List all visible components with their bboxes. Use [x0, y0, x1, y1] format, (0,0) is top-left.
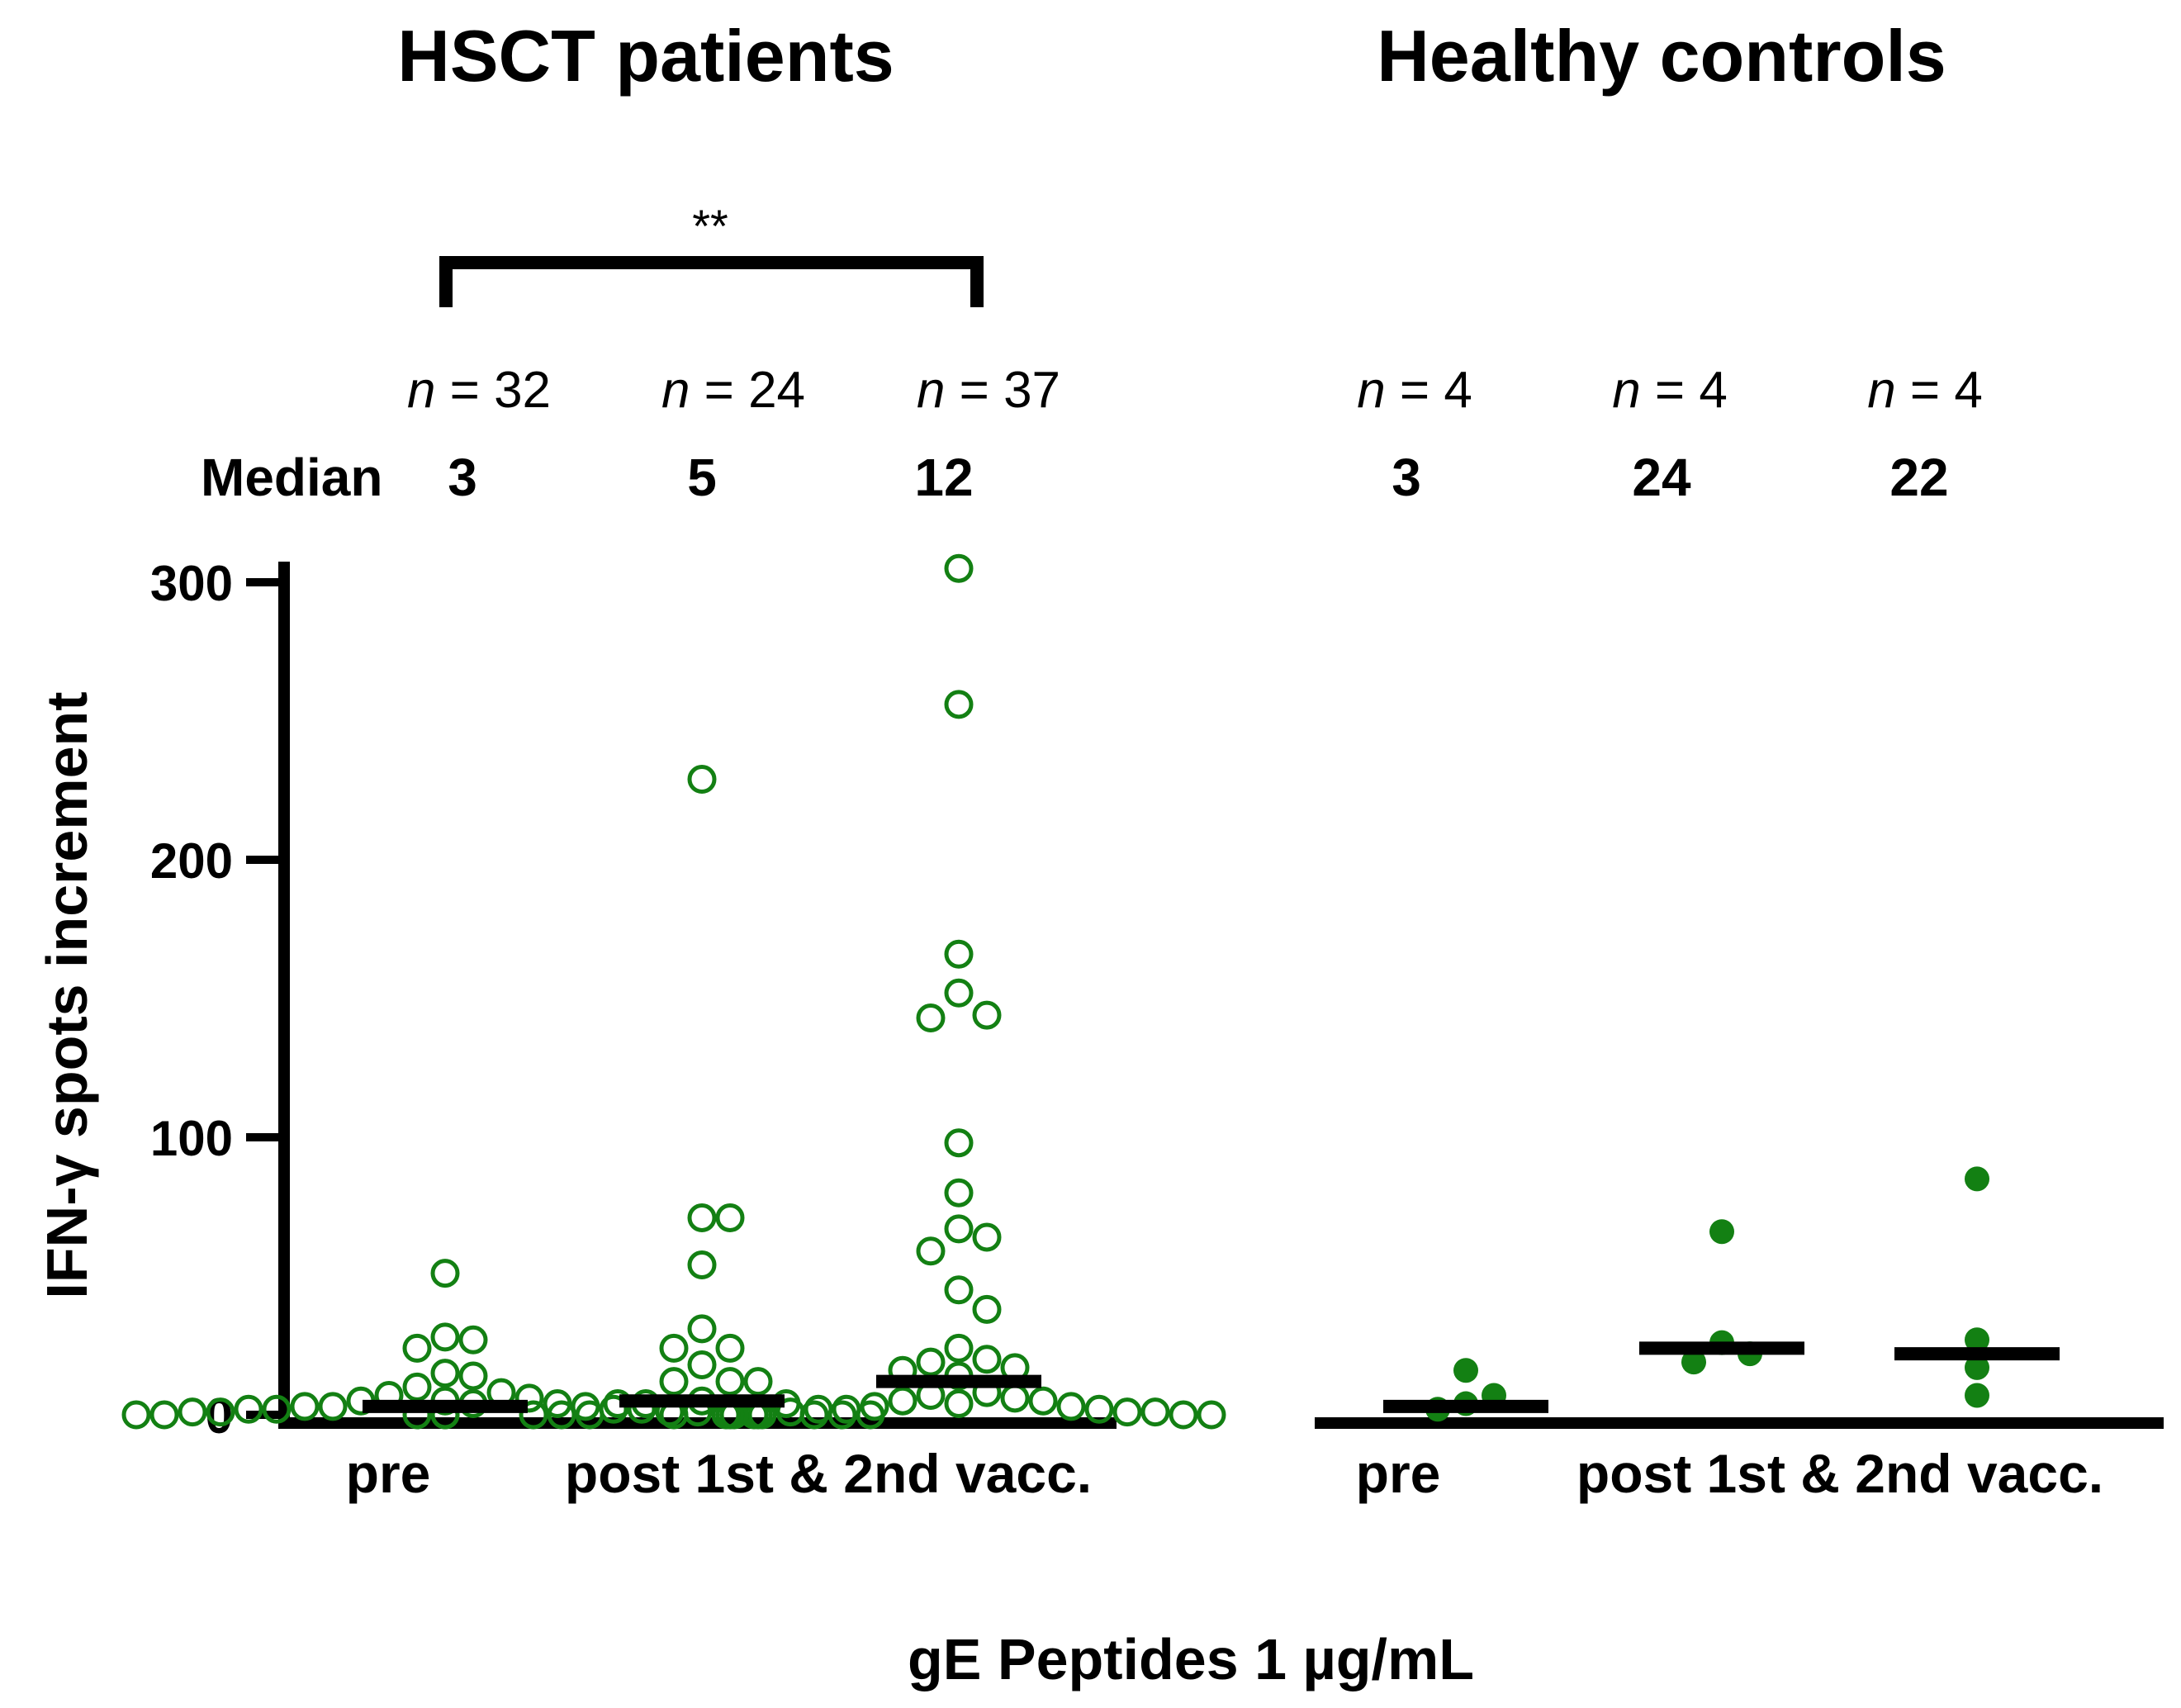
data-point	[1965, 1383, 1989, 1408]
y-tick-label-200: 200	[150, 833, 233, 889]
data-point	[1140, 1397, 1170, 1427]
n-label-controls-post2: n = 4	[1867, 362, 1983, 419]
data-point	[944, 1389, 974, 1419]
data-point	[430, 1359, 460, 1388]
data-point	[972, 1294, 1002, 1324]
median-controls-pre: 3	[1392, 448, 1421, 507]
data-point	[430, 1259, 460, 1288]
data-point	[1965, 1355, 1989, 1380]
data-point	[687, 1314, 717, 1344]
n-label-hsct-pre: n = 32	[407, 362, 551, 419]
data-point	[944, 690, 974, 719]
data-point	[121, 1400, 151, 1430]
data-point	[944, 939, 974, 969]
data-point	[944, 1128, 974, 1158]
n-label-hsct-post2: n = 37	[917, 362, 1060, 419]
data-point	[944, 978, 974, 1008]
data-point	[944, 1275, 974, 1305]
data-point	[832, 1394, 861, 1424]
data-point	[1056, 1392, 1086, 1421]
y-tick-label-100: 100	[150, 1111, 233, 1166]
data-point	[234, 1394, 263, 1424]
median-hsct-post1: 5	[687, 448, 717, 507]
n-label-controls-pre: n = 4	[1357, 362, 1472, 419]
x-label-hsct-post: post 1st & 2nd vacc.	[565, 1443, 1092, 1504]
significance-bracket: **	[439, 200, 984, 307]
data-point	[659, 1333, 689, 1363]
data-point	[1965, 1166, 1989, 1192]
median-hsct-post2: 12	[914, 448, 973, 507]
median-bars	[363, 1341, 2060, 1413]
data-point	[206, 1397, 235, 1427]
data-point	[1681, 1350, 1706, 1375]
data-point	[860, 1392, 889, 1421]
data-point	[804, 1394, 833, 1424]
data-point	[715, 1367, 745, 1397]
data-point	[1965, 1327, 1989, 1353]
data-point	[775, 1397, 805, 1427]
data-point	[458, 1361, 488, 1391]
x-axis-title: gE Peptides 1 µg/mL	[908, 1627, 1474, 1691]
data-point	[1197, 1400, 1226, 1430]
median-label: Median	[201, 448, 382, 507]
data-point	[575, 1400, 605, 1430]
panel-title-hsct: HSCT patients	[397, 15, 894, 97]
data-point	[262, 1394, 292, 1424]
median-hsct-pre: 3	[448, 448, 477, 507]
y-tick-label-300: 300	[150, 556, 233, 611]
data-point	[149, 1400, 179, 1430]
data-point	[1112, 1397, 1142, 1427]
data-point	[972, 1345, 1002, 1374]
data-point	[687, 765, 717, 795]
data-point	[687, 1250, 717, 1280]
median-controls-post1: 24	[1632, 448, 1691, 507]
data-point	[944, 1333, 974, 1363]
data-point	[1028, 1386, 1058, 1416]
data-point	[519, 1400, 548, 1430]
data-point	[916, 1003, 946, 1033]
data-point	[402, 1372, 432, 1402]
data-point	[944, 553, 974, 583]
data-point	[178, 1397, 207, 1427]
y-ticks: 0 100 200 300	[150, 556, 284, 1444]
data-point	[916, 1347, 946, 1377]
panel-title-controls: Healthy controls	[1377, 15, 1946, 97]
data-point	[944, 1214, 974, 1244]
data-point	[687, 1350, 717, 1380]
data-point	[916, 1236, 946, 1266]
x-label-controls-post: post 1st & 2nd vacc.	[1576, 1443, 2103, 1504]
data-point	[687, 1203, 717, 1232]
data-point	[402, 1333, 432, 1363]
data-point	[944, 1178, 974, 1207]
y-axis-title: IFN-γ spots increment	[35, 691, 99, 1298]
data-point	[715, 1333, 745, 1363]
x-label-hsct-pre: pre	[346, 1443, 431, 1504]
data-point	[972, 1000, 1002, 1030]
data-point	[1084, 1394, 1114, 1424]
data-point	[743, 1367, 773, 1397]
data-point	[458, 1325, 488, 1355]
data-point	[888, 1386, 917, 1416]
data-point	[659, 1367, 689, 1397]
data-point	[514, 1383, 544, 1413]
data-point	[430, 1322, 460, 1352]
data-point	[1453, 1358, 1478, 1383]
data-point	[972, 1222, 1002, 1252]
data-point	[290, 1392, 320, 1421]
data-point	[1000, 1383, 1030, 1413]
significance-label: **	[692, 200, 728, 252]
data-point	[547, 1400, 576, 1430]
data-point	[1709, 1219, 1734, 1245]
n-label-controls-post1: n = 4	[1612, 362, 1728, 419]
data-point	[318, 1392, 348, 1421]
median-controls-post2: 22	[1889, 448, 1948, 507]
n-label-hsct-post1: n = 24	[661, 362, 805, 419]
x-label-controls-pre: pre	[1356, 1443, 1441, 1504]
data-point	[1169, 1400, 1198, 1430]
data-points	[121, 553, 1989, 1430]
data-point	[715, 1203, 745, 1232]
